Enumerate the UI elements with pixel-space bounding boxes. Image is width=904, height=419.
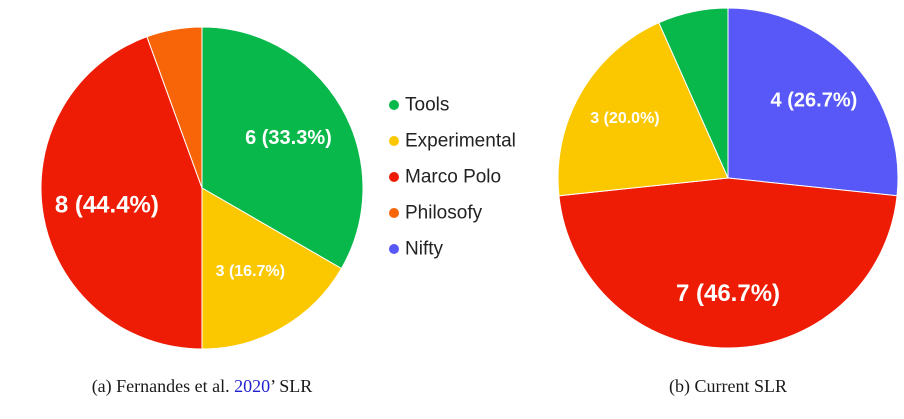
legend-marker-philosofy <box>389 208 399 218</box>
pie-a-label-experimental: 3 (16.7%) <box>216 263 285 280</box>
pie-a-label-marco-polo: 8 (44.4%) <box>55 191 159 218</box>
caption-b: (b) Current SLR <box>669 376 787 397</box>
pie-b-slice-nifty <box>727 7 899 197</box>
pie-b-slice-tools <box>658 7 729 179</box>
pie-a-slice-experimental <box>201 187 343 350</box>
pie-a-label-tools: 6 (33.3%) <box>245 127 332 149</box>
pie-b-label-experimental: 3 (20.0%) <box>590 110 659 127</box>
caption-a-suffix: ’ SLR <box>270 376 312 396</box>
pie-b-slice-experimental <box>557 22 729 197</box>
pie-chart-a: 6 (33.3%) 3 (16.7%) 8 (44.4%) <box>40 26 364 350</box>
pie-a-slice-marco-polo <box>40 36 203 350</box>
caption-a-citation-link[interactable]: 2020 <box>234 376 270 396</box>
legend-label-philosofy: Philosofy <box>405 203 483 224</box>
pie-a-slice-philosofy <box>146 26 203 189</box>
pie-b-slice-marco-polo <box>558 177 898 349</box>
pie-a-slice-tools <box>201 26 364 270</box>
caption-a-prefix: (a) Fernandes et al. <box>92 376 234 397</box>
legend: Tools Experimental Marco Polo Philosofy Nift… <box>389 95 516 260</box>
legend-label-nifty: Nifty <box>405 239 444 260</box>
pie-chart-b: 4 (26.7%) 7 (46.7%) 3 (20.0%) <box>557 7 899 349</box>
legend-label-marco-polo: Marco Polo <box>405 167 501 188</box>
legend-marker-experimental <box>389 136 399 146</box>
pie-b-label-nifty: 4 (26.7%) <box>771 90 858 112</box>
pie-b-label-marco-polo: 7 (46.7%) <box>676 280 780 307</box>
legend-marker-marco-polo <box>389 172 399 182</box>
legend-label-tools: Tools <box>405 95 449 116</box>
legend-marker-nifty <box>389 244 399 254</box>
caption-a: (a) Fernandes et al. 2020’ SLR <box>92 376 313 397</box>
legend-label-experimental: Experimental <box>405 131 516 152</box>
legend-marker-tools <box>389 100 399 110</box>
